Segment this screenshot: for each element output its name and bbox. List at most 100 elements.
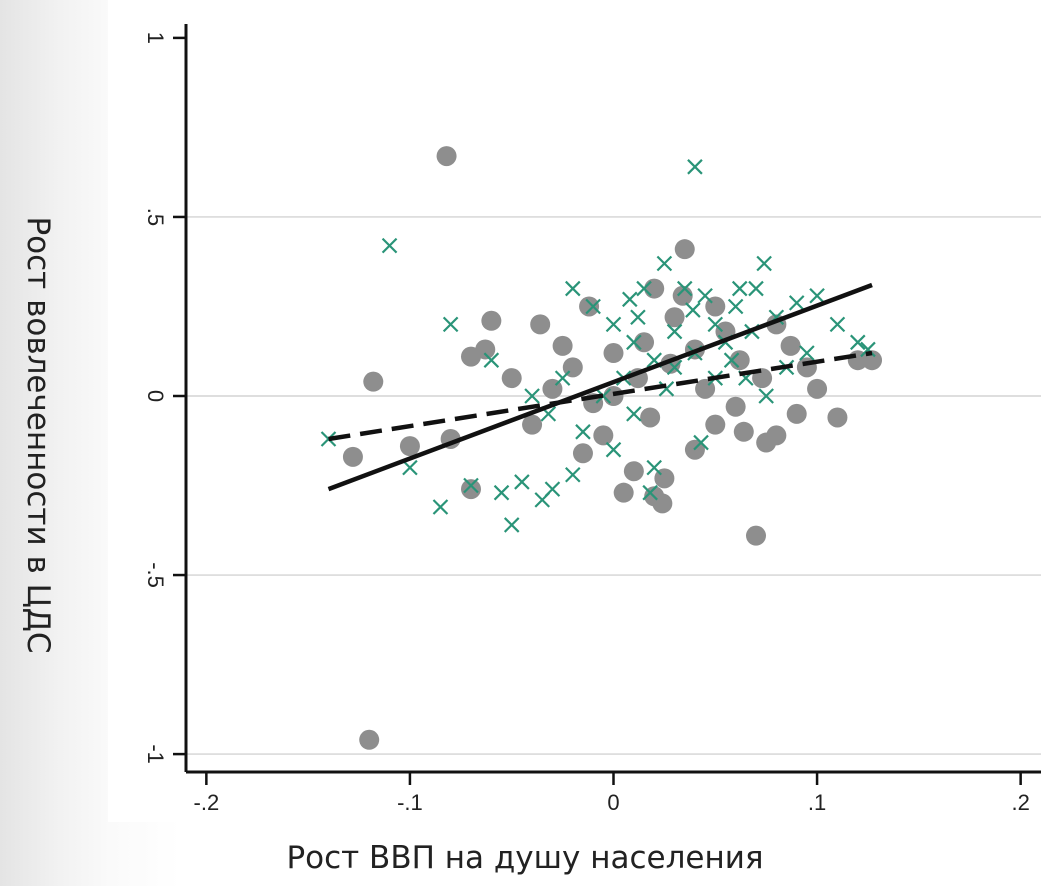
x-tick-label: .1 <box>808 790 826 815</box>
fit-line-solid <box>327 282 873 492</box>
data-point-circle <box>481 310 502 331</box>
axes <box>173 24 1041 785</box>
data-point-circle <box>363 371 384 392</box>
data-point-x <box>687 159 703 175</box>
data-point-x <box>829 316 846 333</box>
grid-lines <box>186 216 1041 755</box>
data-point-circle <box>359 729 380 750</box>
data-point-x <box>676 280 693 297</box>
data-point-circle <box>780 335 801 356</box>
data-point-circle <box>674 239 695 260</box>
data-point-circle <box>572 443 593 464</box>
data-point-x <box>646 459 662 476</box>
data-point-x <box>642 484 658 501</box>
data-point-x <box>756 255 772 272</box>
x-tick-label: 0 <box>607 790 619 815</box>
y-tick-label: .5 <box>143 208 168 226</box>
data-point-x <box>585 298 601 315</box>
data-point-x <box>809 287 825 304</box>
x-axis-title: Рост ВВП на душу населения <box>286 840 763 876</box>
data-point-circle <box>399 436 420 457</box>
fit-lines <box>327 282 873 492</box>
data-point-x <box>605 316 622 333</box>
tick-labels: 1 .5 0 -.5 -1 -.2 -.1 0 .1 .2 <box>143 32 1030 815</box>
x-tick-label: -.2 <box>194 790 220 815</box>
data-point-x <box>402 459 418 476</box>
data-point-circle <box>623 461 644 482</box>
data-point-x <box>850 334 866 351</box>
data-point-circle <box>436 146 457 167</box>
data-point-circle <box>579 296 600 317</box>
x-tick-label: -.1 <box>397 790 423 815</box>
data-point-x <box>483 352 500 368</box>
data-point-circle <box>733 421 754 442</box>
plot-panel: 1 .5 0 -.5 -1 -.2 -.1 0 .1 .2 <box>108 0 1041 822</box>
data-point-circle <box>827 407 848 428</box>
y-tick-label: -1 <box>143 744 168 764</box>
data-point-circle <box>705 414 726 435</box>
data-point-circle <box>603 343 624 364</box>
data-point-x <box>685 302 701 318</box>
data-point-x <box>442 316 459 333</box>
data-point-circle <box>729 350 750 371</box>
data-point-x <box>707 316 724 333</box>
data-point-x <box>524 388 540 404</box>
data-point-circle <box>530 314 551 335</box>
data-point-circle <box>342 446 363 467</box>
data-point-x <box>748 280 764 297</box>
data-point-circle <box>475 339 496 360</box>
data-point-x <box>630 309 646 325</box>
y-tick-label: 1 <box>143 32 168 44</box>
data-point-x <box>463 477 479 494</box>
data-point-x <box>656 255 673 272</box>
data-point-circle <box>644 278 665 299</box>
data-point-x <box>605 441 622 458</box>
y-axis-title: Рост вовлеченности в ЦДС <box>20 216 56 653</box>
fit-line-dashed <box>328 350 873 442</box>
data-point-x <box>658 381 675 397</box>
data-point-circle <box>672 285 693 306</box>
data-point-circle <box>461 479 481 500</box>
data-point-circle <box>522 414 543 435</box>
data-point-x <box>622 291 638 308</box>
data-point-x <box>544 481 561 497</box>
data-point-x <box>860 341 876 358</box>
scatter-chart: 1 .5 0 -.5 -1 -.2 -.1 0 .1 .2 <box>143 24 1041 815</box>
data-point-x <box>554 370 571 386</box>
data-point-circle <box>634 332 655 353</box>
data-point-x <box>666 323 683 340</box>
data-point-x <box>626 406 642 422</box>
data-point-circle <box>613 482 634 503</box>
data-point-circle <box>552 335 573 356</box>
data-point-x <box>575 424 591 440</box>
data-point-x <box>723 352 740 368</box>
data-point-x <box>595 388 612 404</box>
data-point-x <box>626 334 642 351</box>
y-tick-label: -.5 <box>143 562 168 588</box>
data-point-circle <box>501 368 522 389</box>
data-point-x <box>697 287 713 304</box>
y-tick-label: 0 <box>143 390 168 402</box>
data-point-circle <box>640 407 661 428</box>
data-point-x <box>636 280 652 297</box>
data-point-circle <box>725 396 746 417</box>
data-point-x <box>731 280 748 297</box>
data-point-x <box>381 237 398 254</box>
data-point-x <box>758 388 774 404</box>
x-tick-label: .2 <box>1011 790 1029 815</box>
data-points <box>320 146 883 750</box>
data-point-x <box>503 517 520 533</box>
data-point-circle <box>664 307 685 328</box>
data-point-circle <box>756 432 777 453</box>
data-point-circle <box>593 425 614 446</box>
data-point-x <box>514 474 530 490</box>
data-point-x <box>565 280 581 297</box>
data-point-x <box>432 499 449 515</box>
data-point-x <box>493 484 510 501</box>
data-point-x <box>799 345 815 361</box>
data-point-x <box>693 434 709 451</box>
data-point-circle <box>746 525 766 546</box>
data-point-circle <box>786 403 807 424</box>
data-point-x <box>727 298 744 315</box>
data-point-circle <box>807 378 828 399</box>
